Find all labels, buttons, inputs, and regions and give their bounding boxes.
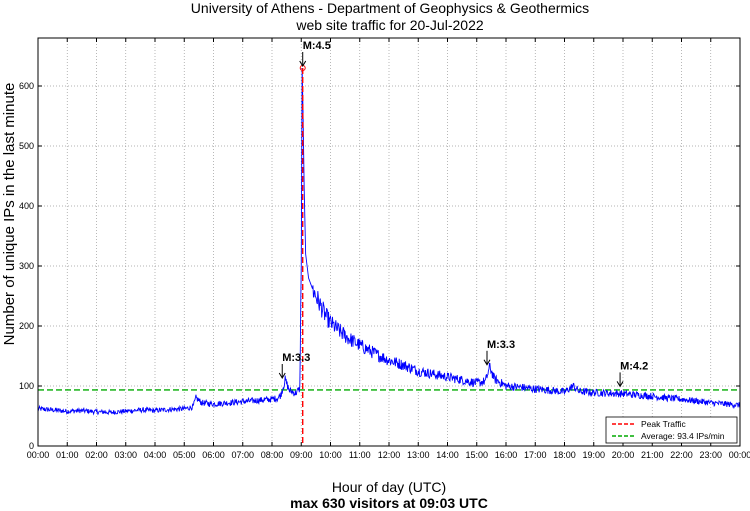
x-tick-label: 16:00: [495, 450, 518, 460]
x-tick-label: 21:00: [641, 450, 664, 460]
x-tick-label: 00:00: [27, 450, 50, 460]
y-axis-label: Number of unique IPs in the last minute: [1, 83, 18, 346]
annotation-label: M:3.3: [487, 339, 515, 351]
x-tick-label: 20:00: [612, 450, 635, 460]
chart-subtitle: web site traffic for 20-Jul-2022: [295, 17, 483, 33]
legend-average-label: Average: 93.4 IPs/min: [641, 431, 725, 441]
y-tick-label: 100: [19, 381, 34, 391]
chart-title: University of Athens - Department of Geo…: [191, 0, 589, 16]
y-tick-label: 600: [19, 81, 34, 91]
x-tick-label: 06:00: [202, 450, 225, 460]
x-tick-label: 08:00: [261, 450, 284, 460]
annotation-arrow-head: [616, 381, 624, 388]
annotations: M:3.3 M:4.5 M:3.3 M:4.2: [278, 40, 648, 388]
x-tick-label: 05:00: [173, 450, 196, 460]
y-tick-label: 0: [29, 441, 34, 451]
x-tick-label: 00:00: [729, 450, 750, 460]
x-tick-label: 22:00: [670, 450, 693, 460]
y-tick-label: 400: [19, 201, 34, 211]
x-tick-label: 17:00: [524, 450, 547, 460]
annotation-arrow-head: [483, 359, 491, 366]
x-tick-label: 02:00: [85, 450, 108, 460]
x-tick-label: 13:00: [407, 450, 430, 460]
traffic-series-line: [37, 67, 741, 416]
x-axis-ticks: 00:00 01:00 02:00 03:00 04:00 05:00 06:00 07:00…: [27, 38, 750, 460]
x-tick-label: 03:00: [114, 450, 137, 460]
x-tick-label: 14:00: [436, 450, 459, 460]
x-tick-label: 23:00: [699, 450, 722, 460]
legend-peak-label: Peak Traffic: [641, 419, 686, 429]
y-tick-label: 500: [19, 141, 34, 151]
x-axis-label: Hour of day (UTC): [332, 479, 446, 495]
peak-summary: max 630 visitors at 09:03 UTC: [290, 495, 488, 511]
annotation-label: M:3.3: [282, 352, 310, 364]
annotation-label: M:4.2: [620, 360, 648, 372]
x-tick-label: 18:00: [553, 450, 576, 460]
y-tick-label: 200: [19, 321, 34, 331]
y-tick-label: 300: [19, 261, 34, 271]
x-tick-label: 10:00: [319, 450, 342, 460]
annotation-arrow-head: [278, 372, 286, 379]
x-tick-label: 19:00: [582, 450, 605, 460]
legend: Peak Traffic Average: 93.4 IPs/min: [605, 416, 738, 444]
x-tick-label: 04:00: [144, 450, 167, 460]
grid: [38, 38, 740, 446]
x-tick-label: 09:00: [290, 450, 313, 460]
y-axis-ticks: 0 100 200 300 400 500 600: [19, 81, 740, 451]
annotation-label: M:4.5: [303, 40, 331, 52]
x-tick-label: 11:00: [349, 450, 371, 460]
x-tick-label: 07:00: [231, 450, 254, 460]
x-tick-label: 01:00: [56, 450, 79, 460]
x-tick-label: 12:00: [378, 450, 401, 460]
legend-box: [605, 416, 738, 444]
annotation-arrow-head: [299, 60, 307, 67]
x-tick-label: 15:00: [465, 450, 488, 460]
